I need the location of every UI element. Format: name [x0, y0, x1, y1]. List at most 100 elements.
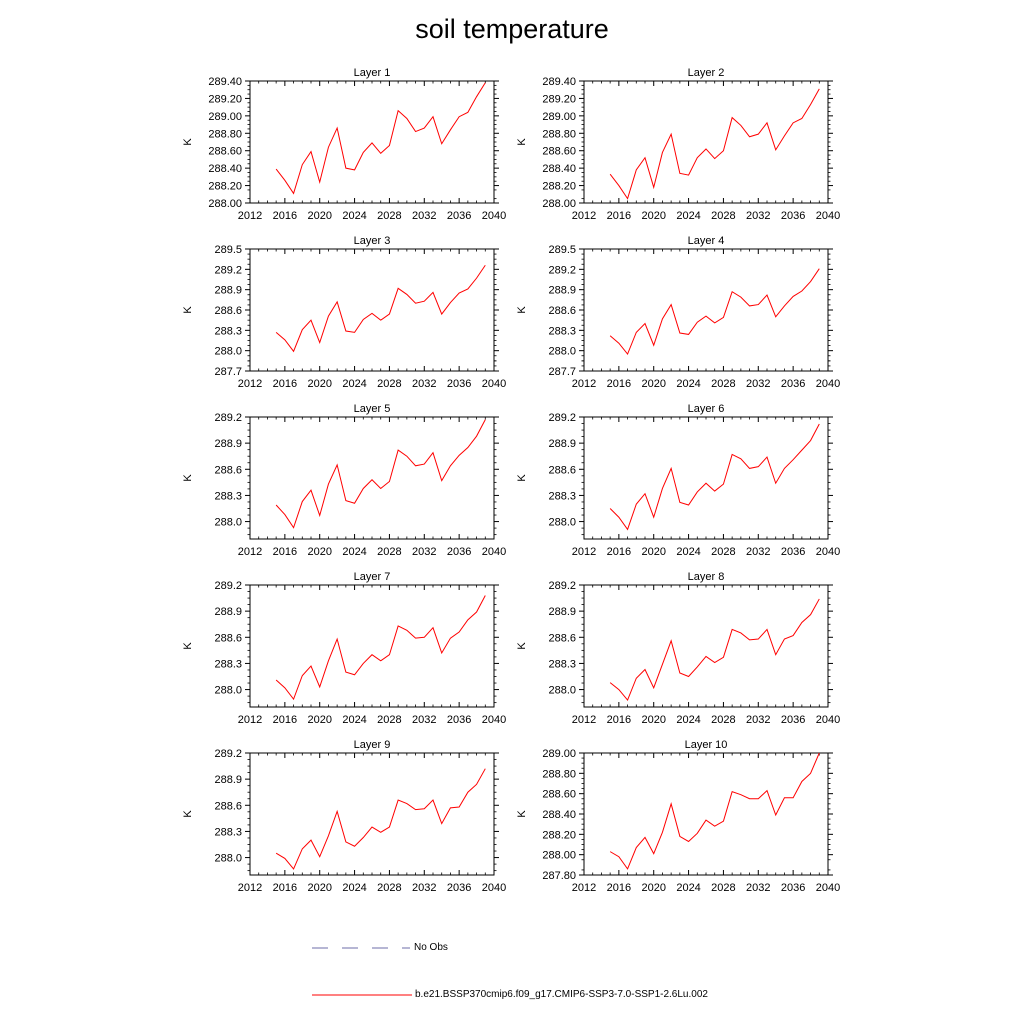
- x-tick-label: 2032: [412, 882, 436, 894]
- legend-obs-label: No Obs: [414, 942, 448, 953]
- x-tick-label: 2012: [572, 378, 596, 390]
- plot-frame: [249, 416, 495, 540]
- series-line: [609, 268, 820, 356]
- x-tick-label: 2024: [676, 714, 700, 726]
- x-tick-label: 2040: [482, 378, 506, 390]
- y-tick-label: 288.0: [214, 853, 242, 865]
- x-tick-label: 2024: [676, 210, 700, 222]
- series-line: [609, 423, 820, 531]
- figure-title: soil temperature: [415, 14, 609, 44]
- x-tick-label: 2020: [307, 210, 331, 222]
- y-tick-label: 288.40: [542, 163, 576, 175]
- y-tick-label: 289.00: [542, 111, 576, 123]
- x-tick-label: 2016: [607, 546, 631, 558]
- y-axis-label: K: [182, 642, 194, 650]
- plot-frame: [249, 584, 495, 708]
- y-tick-label: 288.0: [548, 517, 576, 529]
- y-tick-label: 288.3: [548, 325, 576, 337]
- y-tick-label: 287.80: [542, 870, 576, 882]
- panel-layer-10: Layer 10 K 2012 2016 2020 2024 2028 2032 2036 204…: [516, 739, 840, 894]
- y-tick-label: 288.00: [208, 198, 242, 210]
- series-line: [275, 419, 486, 529]
- plot-frame: [249, 752, 495, 876]
- x-tick-label: 2036: [781, 882, 805, 894]
- series-line: [609, 598, 820, 701]
- x-tick-label: 2020: [307, 378, 331, 390]
- x-tick-label: 2012: [238, 210, 262, 222]
- x-tick-label: 2012: [238, 714, 262, 726]
- y-tick-label: 288.6: [214, 632, 242, 644]
- x-tick-label: 2036: [447, 546, 471, 558]
- series-line: [275, 595, 486, 701]
- y-tick-label: 288.80: [208, 128, 242, 140]
- y-tick-label: 288.6: [214, 800, 242, 812]
- panel-title: Layer 8: [688, 571, 725, 583]
- y-axis-label: K: [516, 306, 528, 314]
- y-tick-label: 289.2: [214, 412, 242, 424]
- y-tick-label: 289.5: [548, 244, 576, 256]
- x-tick-label: 2012: [572, 546, 596, 558]
- x-tick-label: 2040: [816, 378, 840, 390]
- y-tick-label: 288.9: [214, 774, 242, 786]
- series-line: [609, 88, 820, 200]
- x-tick-label: 2028: [377, 378, 401, 390]
- y-tick-label: 288.0: [214, 346, 242, 358]
- x-tick-label: 2032: [746, 378, 770, 390]
- x-tick-label: 2032: [746, 546, 770, 558]
- x-tick-label: 2028: [711, 882, 735, 894]
- x-tick-label: 2024: [342, 882, 366, 894]
- y-tick-label: 288.40: [542, 809, 576, 821]
- y-tick-label: 287.7: [548, 366, 576, 378]
- panel-layer-6: Layer 6 K 2012 2016 2020 2024 2028 2032 2036 2040…: [516, 403, 840, 558]
- y-tick-label: 289.00: [542, 748, 576, 760]
- plot-frame: [249, 80, 495, 204]
- y-tick-label: 288.6: [548, 632, 576, 644]
- x-tick-label: 2028: [711, 714, 735, 726]
- x-tick-label: 2012: [238, 546, 262, 558]
- y-axis-label: K: [182, 474, 194, 482]
- x-tick-label: 2020: [307, 882, 331, 894]
- panel-layer-3: Layer 3 K 2012 2016 2020 2024 2028 2032 2036 2040…: [182, 235, 506, 390]
- panel-title: Layer 3: [354, 235, 391, 247]
- y-tick-label: 289.2: [214, 264, 242, 276]
- x-tick-label: 2024: [676, 546, 700, 558]
- y-tick-label: 289.40: [208, 76, 242, 88]
- series-line: [275, 82, 486, 195]
- y-tick-label: 289.5: [214, 244, 242, 256]
- x-tick-label: 2020: [641, 882, 665, 894]
- x-tick-label: 2028: [711, 378, 735, 390]
- y-tick-label: 288.9: [214, 285, 242, 297]
- y-tick-label: 288.20: [542, 181, 576, 193]
- panel-title: Layer 6: [688, 403, 725, 415]
- plot-frame: [583, 584, 829, 708]
- y-tick-label: 289.2: [548, 580, 576, 592]
- plot-frame: [583, 80, 829, 204]
- legend: [312, 947, 412, 996]
- x-tick-label: 2016: [607, 714, 631, 726]
- y-tick-label: 288.0: [214, 685, 242, 697]
- x-tick-label: 2024: [676, 882, 700, 894]
- x-tick-label: 2012: [572, 210, 596, 222]
- x-tick-label: 2028: [711, 210, 735, 222]
- x-tick-label: 2040: [482, 882, 506, 894]
- series-line: [609, 752, 820, 870]
- x-tick-label: 2036: [781, 378, 805, 390]
- legend-model-label: b.e21.BSSP370cmip6.f09_g17.CMIP6-SSP3-7.…: [415, 989, 708, 1000]
- x-tick-label: 2016: [273, 546, 297, 558]
- x-tick-label: 2024: [342, 714, 366, 726]
- x-tick-label: 2020: [307, 714, 331, 726]
- y-tick-label: 288.9: [548, 606, 576, 618]
- x-tick-label: 2032: [412, 378, 436, 390]
- x-tick-label: 2036: [447, 714, 471, 726]
- x-tick-label: 2024: [342, 546, 366, 558]
- y-tick-label: 288.80: [542, 768, 576, 780]
- x-tick-label: 2012: [238, 882, 262, 894]
- y-tick-label: 288.00: [542, 198, 576, 210]
- x-tick-label: 2032: [412, 714, 436, 726]
- x-tick-label: 2036: [781, 210, 805, 222]
- y-tick-label: 288.00: [542, 850, 576, 862]
- y-tick-label: 288.3: [214, 490, 242, 502]
- panel-title: Layer 10: [685, 739, 728, 751]
- y-tick-label: 289.20: [208, 93, 242, 105]
